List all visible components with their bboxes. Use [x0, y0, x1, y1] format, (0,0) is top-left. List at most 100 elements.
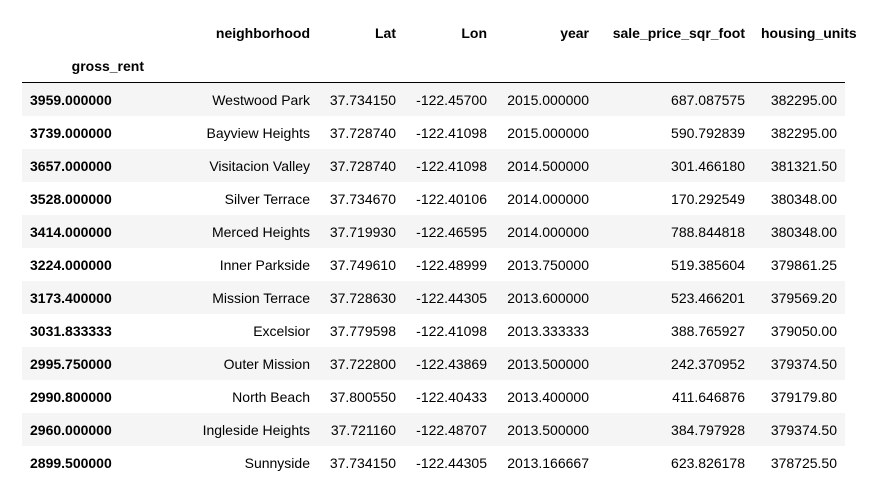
row-index: 3031.833333	[30, 322, 112, 339]
table-row: 3528.000000 Silver Terrace 37.734670 -122.4…	[22, 182, 845, 215]
table-row: 3657.000000 Visitacion Valley 37.728740 -12…	[22, 149, 845, 182]
table-cell: 2014.000000	[507, 190, 589, 207]
table-cell: 379179.80	[770, 388, 837, 405]
table-cell: 380348.00	[770, 223, 837, 240]
table-cell: North Beach	[232, 388, 310, 405]
table-cell: 380348.00	[770, 190, 837, 207]
row-index: 3224.000000	[30, 256, 112, 273]
table-row: 3414.000000 Merced Heights 37.719930 -122.4…	[22, 215, 845, 248]
table-cell: 242.370952	[671, 355, 745, 372]
table-cell: -122.44305	[416, 454, 487, 471]
table-cell: 384.797928	[671, 421, 745, 438]
table-row: 3739.000000 Bayview Heights 37.728740 -122.…	[22, 116, 845, 149]
row-index: 3528.000000	[30, 190, 112, 207]
table-cell: Merced Heights	[211, 223, 310, 240]
table-cell: 2013.166667	[507, 454, 589, 471]
table-cell: Silver Terrace	[224, 190, 310, 207]
index-name-header: gross_rent	[71, 57, 144, 74]
table-cell: 382295.00	[770, 91, 837, 108]
table-row: 3959.000000 Westwood Park 37.734150 -122.45…	[22, 82, 845, 116]
table-cell: 37.728740	[329, 157, 396, 174]
table-cell: 37.728740	[329, 124, 396, 141]
table-cell: 590.792839	[671, 124, 745, 141]
table-cell: 2013.333333	[507, 322, 589, 339]
table-cell: 37.749610	[329, 256, 396, 273]
table-row: 2995.750000 Outer Mission 37.722800 -122.43…	[22, 347, 845, 380]
table-body: 3959.000000 Westwood Park 37.734150 -122.45…	[22, 82, 845, 479]
row-index: 2990.800000	[30, 388, 112, 405]
table-cell: 37.728630	[329, 289, 396, 306]
table-cell: 37.800550	[329, 388, 396, 405]
table-cell: 2014.500000	[507, 157, 589, 174]
table-row: 3031.833333 Excelsior 37.779598 -122.41098 2…	[22, 314, 845, 347]
header-corner	[22, 16, 152, 49]
table-cell: 381321.50	[770, 157, 837, 174]
table-cell: 37.721160	[330, 421, 396, 438]
table-cell: 2013.500000	[507, 355, 589, 372]
table-cell: 37.722800	[329, 355, 396, 372]
table-row: 2899.500000 Sunnyside 37.734150 -122.44305 2…	[22, 446, 845, 479]
table-cell: 379374.50	[770, 421, 837, 438]
row-index: 3414.000000	[30, 223, 112, 240]
table-cell: -122.45700	[416, 91, 487, 108]
column-header: Lat	[375, 24, 396, 41]
column-header: sale_price_sqr_foot	[612, 24, 745, 41]
table-cell: -122.40106	[416, 190, 487, 207]
table-cell: Ingleside Heights	[202, 421, 310, 438]
row-index: 3959.000000	[30, 91, 112, 108]
table-cell: -122.41098	[416, 124, 487, 141]
dataframe-table: neighborhood Lat Lon year sale_price_sqr…	[22, 16, 857, 479]
table-row: 2990.800000 North Beach 37.800550 -122.4043…	[22, 380, 845, 413]
table-cell: -122.40433	[416, 388, 487, 405]
table-cell: 388.765927	[671, 322, 745, 339]
table-cell: 379050.00	[770, 322, 837, 339]
table-cell: 788.844818	[671, 223, 745, 240]
table-cell: Inner Parkside	[219, 256, 310, 273]
table-cell: 2015.000000	[507, 124, 589, 141]
row-index: 3173.400000	[30, 289, 112, 306]
table-cell: 378725.50	[770, 454, 837, 471]
table-cell: 519.385604	[671, 256, 745, 273]
column-header: housing_units	[761, 24, 857, 41]
table-cell: Excelsior	[253, 322, 310, 339]
table-header: neighborhood Lat Lon year sale_price_sqr…	[22, 16, 857, 83]
table-cell: 687.087575	[671, 91, 745, 108]
table-cell: Westwood Park	[212, 91, 310, 108]
table-cell: -122.41098	[416, 322, 487, 339]
table-cell: 2015.000000	[507, 91, 589, 108]
table-cell: 2014.000000	[507, 223, 589, 240]
table-cell: 37.719930	[329, 223, 396, 240]
table-cell: 2013.400000	[507, 388, 589, 405]
index-name-row: gross_rent	[22, 49, 845, 83]
row-index: 2899.500000	[30, 454, 112, 471]
row-index: 3657.000000	[30, 157, 112, 174]
table-cell: 2013.750000	[507, 256, 589, 273]
table-cell: 37.734150	[329, 454, 396, 471]
table-cell: -122.43869	[416, 355, 487, 372]
table-cell: 301.466180	[671, 157, 745, 174]
table-cell: 523.466201	[671, 289, 745, 306]
table-cell: 411.646876	[672, 388, 745, 405]
table-cell: 379861.25	[770, 256, 837, 273]
column-header: year	[560, 24, 589, 41]
row-index: 2960.000000	[30, 421, 112, 438]
table-cell: 170.292549	[671, 190, 745, 207]
table-row: 3173.400000 Mission Terrace 37.728630 -122.…	[22, 281, 845, 314]
row-index: 2995.750000	[30, 355, 112, 372]
table-cell: 2013.600000	[507, 289, 589, 306]
table-cell: 37.734150	[329, 91, 396, 108]
table-cell: Mission Terrace	[212, 289, 310, 306]
table-cell: -122.44305	[416, 289, 487, 306]
table-cell: Visitacion Valley	[209, 157, 310, 174]
table-cell: Outer Mission	[223, 355, 310, 372]
table-cell: 379569.20	[770, 289, 837, 306]
table-cell: -122.41098	[416, 157, 487, 174]
column-header: Lon	[461, 24, 487, 41]
table-cell: 37.779598	[329, 322, 396, 339]
table-cell: -122.48999	[416, 256, 487, 273]
table-row: 2960.000000 Ingleside Heights 37.721160 -12…	[22, 413, 845, 446]
table-cell: 382295.00	[770, 124, 837, 141]
table-cell: Bayview Heights	[206, 124, 311, 141]
table-cell: 2013.500000	[507, 421, 589, 438]
table-cell: -122.48707	[416, 421, 487, 438]
